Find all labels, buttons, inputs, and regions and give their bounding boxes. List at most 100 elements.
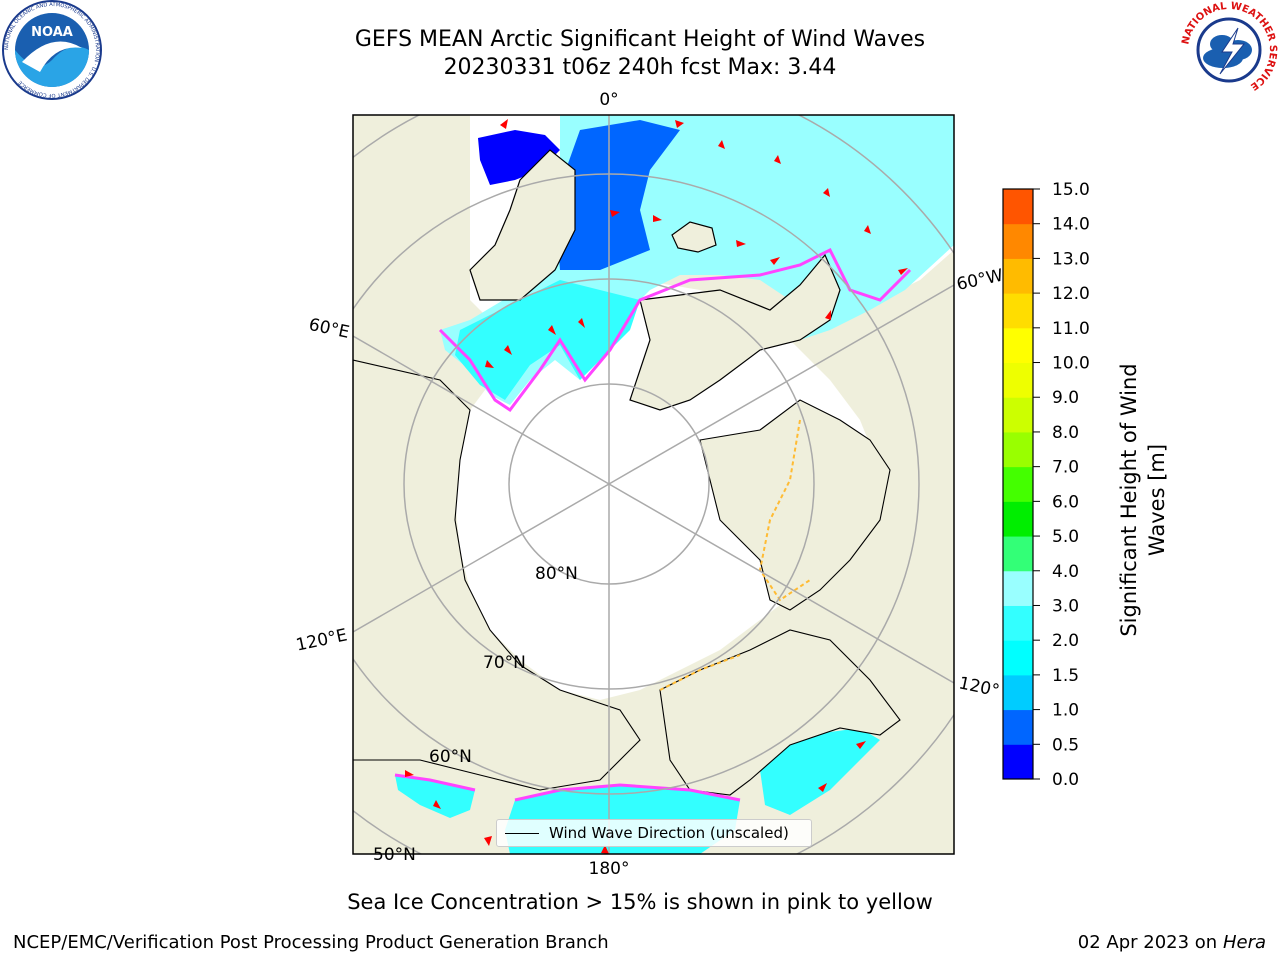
colorbar-tick-label: 10.0	[1052, 354, 1090, 374]
colorbar-segment	[1003, 327, 1033, 364]
footer-date: 02 Apr 2023 on Hera	[1078, 932, 1266, 953]
arrow	[864, 225, 871, 234]
lat-label-60: 60°N	[429, 747, 472, 767]
colorbar-segment	[1003, 501, 1033, 537]
colorbar-segment	[1003, 605, 1033, 641]
canadian-archipelago-land	[699, 399, 891, 611]
wind-wave-arrows	[405, 119, 908, 854]
arrow	[610, 210, 620, 217]
colorbar-tick-label: 3.0	[1052, 596, 1079, 616]
ice-edge-atlantic	[438, 247, 912, 413]
ice-note: Sea Ice Concentration > 15% is shown in …	[347, 890, 933, 914]
lat-label-80: 80°N	[535, 564, 578, 584]
footer-credit: NCEP/EMC/Verification Post Processing Pr…	[13, 932, 609, 953]
colorbar-tick-label: 9.0	[1052, 388, 1079, 408]
colorbar-segment	[1003, 189, 1033, 225]
arrow	[770, 257, 780, 265]
colorbar-segment	[1003, 709, 1033, 745]
colorbar-tick-label: 5.0	[1052, 527, 1079, 547]
colorbar-tick-label: 13.0	[1052, 249, 1090, 269]
colorbar-tick-label: 15.0	[1052, 180, 1090, 200]
arrow	[718, 140, 725, 149]
colorbar-tick-label: 6.0	[1052, 492, 1079, 512]
arrow	[504, 345, 512, 355]
arrow	[774, 155, 781, 164]
colorbar-segment	[1003, 431, 1033, 468]
colorbar-segment	[1003, 640, 1033, 676]
colorbar-label: Significant Height of Wind Waves [m]	[1117, 363, 1169, 637]
colorbar-segment	[1003, 223, 1033, 259]
meridian-120w	[608, 483, 954, 684]
lon-label-60e: 60°E	[307, 315, 351, 343]
colorbar-segment	[1003, 362, 1033, 398]
wave-field-baltic	[478, 130, 560, 185]
arrow	[675, 120, 684, 128]
arrow	[484, 836, 492, 846]
chart-title: GEFS MEAN Arctic Significant Height of W…	[354, 27, 926, 52]
footer-date-text: 02 Apr 2023 on	[1077, 932, 1218, 953]
colorbar-segment	[1003, 744, 1033, 780]
colorbar-border	[1002, 188, 1034, 780]
colorbar-tick-label: 4.0	[1052, 562, 1079, 582]
ice-edge-okhotsk	[394, 773, 476, 792]
colorbar-tick-label: 11.0	[1052, 319, 1090, 339]
colorbar-segments	[1003, 189, 1033, 780]
noaa-logo: NOAA NATIONAL OCEANIC AND ATMOSPHERIC AD…	[2, 0, 102, 100]
colorbar-tick-label: 0.5	[1052, 735, 1079, 755]
meridian-60e	[353, 335, 610, 485]
colorbar-tick-label: 7.0	[1052, 458, 1079, 478]
arrow	[433, 800, 441, 809]
lon-label-120e: 120°E	[294, 625, 349, 655]
greenland-land	[629, 253, 841, 411]
colorbar-segment	[1003, 536, 1033, 572]
colorbar-segment	[1003, 466, 1033, 502]
legend-label: Wind Wave Direction (unscaled)	[549, 824, 789, 842]
colorbar-ticks: 0.0 0.5 1.0 1.5 2.0 3.0 4.0 5.0 6.0 7.0 8.0 9.0 10.0…	[1033, 180, 1090, 790]
meridian-60w	[608, 284, 954, 485]
footer-host: Hera	[1222, 932, 1266, 953]
colorbar-tick-label: 0.0	[1052, 770, 1079, 790]
lon-label-0: 0°	[599, 90, 618, 110]
colorbar-tick-label: 8.0	[1052, 423, 1079, 443]
colorbar-segment	[1003, 674, 1033, 711]
colorbar-tick-label: 14.0	[1052, 215, 1090, 235]
siberia-land	[353, 359, 641, 791]
arrow	[485, 360, 494, 368]
arrow	[653, 215, 662, 222]
ice-edge-inner	[659, 419, 811, 691]
meridian-120e	[353, 483, 610, 633]
arrow	[548, 325, 556, 335]
map-border	[352, 114, 955, 855]
nws-logo: NATIONAL WEATHER SERVICE	[1180, 1, 1278, 98]
arrow	[818, 783, 827, 792]
map-legend: Wind Wave Direction (unscaled)	[496, 819, 812, 847]
colorbar-segment	[1003, 397, 1033, 433]
arrow	[578, 318, 585, 328]
legend-line-swatch	[505, 832, 539, 834]
graticule	[353, 115, 954, 854]
colorbar-segment	[1003, 258, 1033, 294]
colorbar-tick-label: 2.0	[1052, 631, 1079, 651]
wave-field-gulf-alaska	[760, 728, 880, 815]
colorbar: 0.0 0.5 1.0 1.5 2.0 3.0 4.0 5.0 6.0 7.0 8.0 9.0 10.0…	[1002, 180, 1090, 790]
lat-label-50: 50°N	[373, 845, 416, 865]
arrow	[601, 845, 609, 854]
arrow	[736, 240, 746, 247]
colorbar-tick-label: 1.0	[1052, 701, 1079, 721]
ice-edge-bering	[514, 783, 741, 802]
colorbar-tick-label: 12.0	[1052, 284, 1090, 304]
arrow	[405, 770, 414, 777]
iceland-land	[671, 221, 717, 253]
colorbar-tick-label: 1.5	[1052, 666, 1079, 686]
arrow	[856, 741, 866, 749]
colorbar-segment	[1003, 570, 1033, 606]
lon-label-180: 180°	[589, 859, 630, 879]
arrow	[823, 188, 830, 197]
lat-label-70: 70°N	[483, 653, 526, 673]
arrow	[898, 268, 908, 275]
wave-field-norwegian	[555, 120, 680, 270]
lon-label-60w: 60°W	[955, 266, 1005, 295]
colorbar-segment	[1003, 293, 1033, 329]
arrow	[825, 310, 831, 320]
